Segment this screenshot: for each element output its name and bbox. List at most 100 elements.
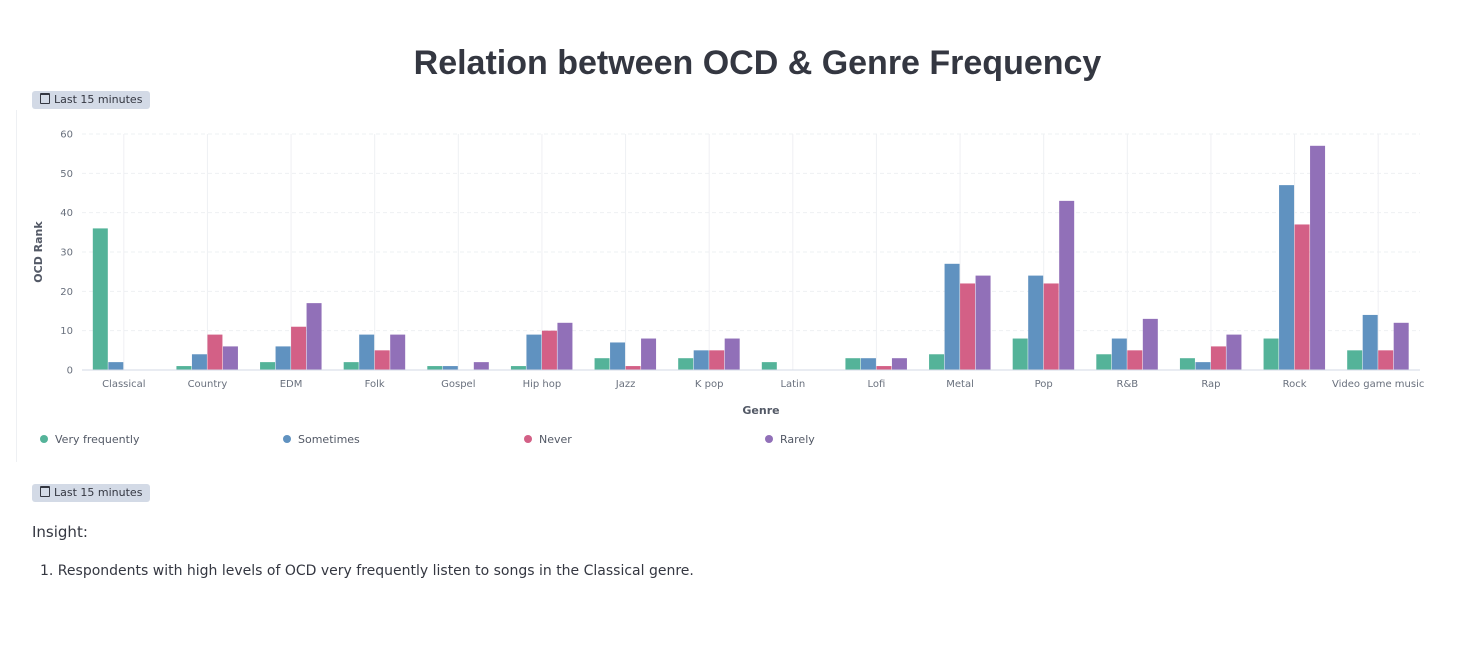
bar-never xyxy=(1127,350,1143,370)
bar-rarely xyxy=(724,338,740,370)
bar-rarely xyxy=(891,358,907,370)
bar-never xyxy=(709,350,725,370)
insight-list: 1. Respondents with high levels of OCD v… xyxy=(40,563,694,579)
bar-rarely xyxy=(1226,334,1242,370)
bar-never xyxy=(1294,224,1310,370)
y-tick-label: 10 xyxy=(60,326,73,337)
bar-never xyxy=(207,334,223,370)
page-title: Relation between OCD & Genre Frequency xyxy=(413,44,1102,82)
insight-item: 1. Respondents with high levels of OCD v… xyxy=(40,563,694,579)
x-tick-label: Metal xyxy=(946,379,974,390)
legend-item[interactable]: Sometimes xyxy=(283,433,360,446)
legend-label: Rarely xyxy=(780,433,815,446)
bar-never xyxy=(541,330,557,370)
bar-sometimes xyxy=(191,354,207,370)
panel-divider xyxy=(16,110,17,462)
bar-rarely xyxy=(975,275,991,370)
bar-very-frequently xyxy=(929,354,945,370)
bar-very-frequently xyxy=(510,366,526,370)
legend-label: Never xyxy=(539,433,572,446)
bar-rarely xyxy=(641,338,657,370)
legend-label: Sometimes xyxy=(298,433,360,446)
bar-rarely xyxy=(306,303,322,370)
legend-label: Very frequently xyxy=(55,433,140,446)
insight-heading: Insight: xyxy=(32,523,88,541)
y-tick-label: 30 xyxy=(60,248,73,259)
bar-rarely xyxy=(1142,318,1158,370)
x-tick-label: Lofi xyxy=(868,379,886,390)
x-tick-label: Jazz xyxy=(615,379,636,390)
x-tick-label: Folk xyxy=(365,379,385,390)
time-range-badge[interactable]: Last 15 minutes xyxy=(32,91,151,109)
bar-sometimes xyxy=(1279,185,1295,370)
y-tick-label: 50 xyxy=(60,169,73,180)
bar-rarely xyxy=(557,322,573,370)
bar-sometimes xyxy=(108,362,124,370)
y-tick-label: 20 xyxy=(60,287,73,298)
bar-sometimes xyxy=(275,346,291,370)
bar-very-frequently xyxy=(1179,358,1195,370)
x-axis-title: Genre xyxy=(742,404,779,417)
legend-dot-icon xyxy=(283,435,291,443)
bar-chart: 0 10 20 30 40 50 60 Classical Country EDM Folk Gosp… xyxy=(32,130,1424,418)
legend-dot-icon xyxy=(524,435,532,443)
bar-sometimes xyxy=(944,263,960,370)
bar-rarely xyxy=(473,362,489,370)
bar-rarely xyxy=(222,346,238,370)
bar-very-frequently xyxy=(1263,338,1279,370)
x-tick-label: Country xyxy=(188,379,228,390)
x-tick-label: Classical xyxy=(102,379,146,390)
legend-item[interactable]: Very frequently xyxy=(40,433,139,446)
bar-sometimes xyxy=(359,334,375,370)
legend-dot-icon xyxy=(765,435,773,443)
calendar-icon xyxy=(40,486,50,497)
y-axis-title: OCD Rank xyxy=(32,221,45,283)
bar-very-frequently xyxy=(594,358,610,370)
bar-never xyxy=(1210,346,1226,370)
x-tick-label: Rap xyxy=(1201,379,1220,390)
bar-never xyxy=(960,283,976,370)
bar-very-frequently xyxy=(1096,354,1112,370)
bar-sometimes xyxy=(860,358,876,370)
bar-very-frequently xyxy=(260,362,276,370)
bar-sometimes xyxy=(1362,314,1378,370)
bar-very-frequently xyxy=(1347,350,1363,370)
legend-dot-icon xyxy=(40,435,48,443)
bar-never xyxy=(291,326,307,370)
bar-sometimes xyxy=(442,366,458,370)
x-tick-label: R&B xyxy=(1117,379,1139,390)
bar-rarely xyxy=(390,334,406,370)
bar-never xyxy=(374,350,390,370)
bar-very-frequently xyxy=(427,366,443,370)
x-tick-label: Video game music xyxy=(1332,379,1424,390)
bar-rarely xyxy=(1310,145,1326,370)
x-tick-label: Pop xyxy=(1035,379,1053,390)
legend-item[interactable]: Rarely xyxy=(765,433,815,446)
bar-never xyxy=(1043,283,1059,370)
y-tick-label: 60 xyxy=(60,130,73,141)
time-range-badge-insight[interactable]: Last 15 minutes xyxy=(32,484,151,502)
bar-very-frequently xyxy=(761,362,777,370)
bar-sometimes xyxy=(1028,275,1044,370)
bar-very-frequently xyxy=(92,228,108,370)
bar-rarely xyxy=(1059,200,1075,370)
bar-very-frequently xyxy=(1012,338,1028,370)
x-tick-label: Hip hop xyxy=(523,379,562,390)
x-tick-label: Rock xyxy=(1283,379,1307,390)
bar-sometimes xyxy=(1111,338,1127,370)
legend-item[interactable]: Never xyxy=(524,433,572,446)
time-range-label: Last 15 minutes xyxy=(54,93,143,106)
bar-rarely xyxy=(1393,322,1409,370)
bar-never xyxy=(625,366,641,370)
bar-sometimes xyxy=(526,334,542,370)
bar-never xyxy=(876,366,892,370)
y-tick-label: 40 xyxy=(60,208,73,219)
bar-sometimes xyxy=(693,350,709,370)
time-range-label: Last 15 minutes xyxy=(54,486,143,499)
x-tick-label: Gospel xyxy=(441,379,475,390)
bar-never xyxy=(1378,350,1394,370)
x-tick-label: K pop xyxy=(695,379,724,390)
bar-very-frequently xyxy=(845,358,861,370)
bar-very-frequently xyxy=(343,362,359,370)
x-tick-label: EDM xyxy=(280,379,303,390)
